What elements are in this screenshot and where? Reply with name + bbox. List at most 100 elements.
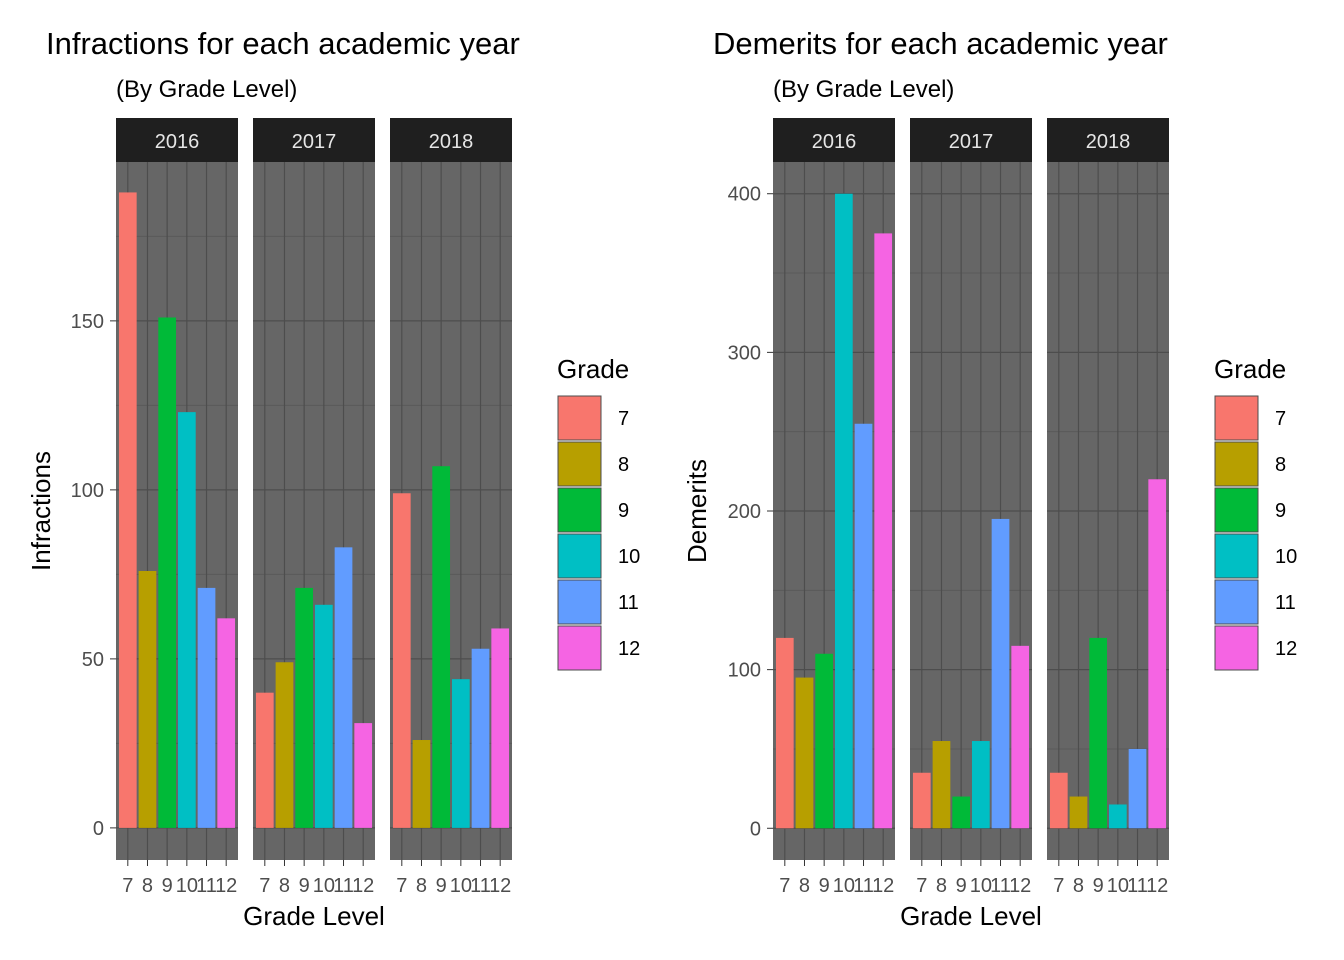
bar-2016-grade-8 (795, 677, 814, 829)
bar-2016-grade-12 (217, 618, 236, 828)
legend-label: 12 (618, 638, 640, 660)
chart-infractions: Infractions for each academic year (By Gr… (26, 26, 640, 931)
x-tick-label: 7 (122, 875, 133, 897)
legend-label: 10 (1275, 546, 1297, 568)
facet-strip-label: 2016 (155, 131, 200, 153)
legend-label: 7 (618, 408, 629, 430)
x-tick-label: 8 (799, 875, 810, 897)
x-tick-label: 9 (819, 875, 830, 897)
x-tick-label: 7 (779, 875, 790, 897)
facet-strip (253, 118, 375, 162)
bar-2017-grade-12 (1011, 645, 1030, 829)
legend-key-12 (557, 625, 602, 671)
bar-2018-grade-7 (1049, 772, 1068, 829)
x-tick-label: 11 (1127, 875, 1148, 897)
x-tick-label: 10 (833, 875, 855, 897)
x-tick-label: 9 (436, 875, 447, 897)
bar-2016-grade-10 (834, 193, 853, 829)
bar-2017-grade-8 (275, 662, 294, 828)
facet-strip-label: 2016 (812, 131, 857, 153)
facet-strip-label: 2018 (1086, 131, 1131, 153)
facet-strip-label: 2018 (429, 131, 474, 153)
x-tick-label: 12 (215, 875, 237, 897)
x-tick-label: 7 (396, 875, 407, 897)
bar-2016-grade-11 (854, 423, 873, 829)
legend-label: 8 (618, 454, 629, 476)
y-tick-label: 400 (728, 184, 761, 206)
x-tick-label: 12 (1009, 875, 1031, 897)
x-tick-label: 8 (279, 875, 290, 897)
x-tick-label: 11 (196, 875, 217, 897)
legend-key-10 (557, 533, 602, 579)
y-axis-title: Infractions (26, 451, 56, 571)
bar-2017-grade-11 (334, 547, 353, 828)
legend-key-10 (1214, 533, 1259, 579)
x-tick-label: 7 (259, 875, 270, 897)
legend-key-7 (1214, 395, 1259, 441)
bar-2017-grade-10 (314, 604, 333, 828)
legend-label: 11 (618, 592, 639, 614)
bar-2017-grade-9 (295, 587, 314, 828)
legend: Grade 7 8 9 10 11 12 (557, 354, 640, 671)
facet-strip (116, 118, 238, 162)
legend-label: 9 (1275, 500, 1286, 522)
x-tick-label: 8 (416, 875, 427, 897)
legend-key-12 (1214, 625, 1259, 671)
bar-2018-grade-9 (432, 466, 451, 828)
x-tick-label: 12 (872, 875, 894, 897)
bar-2017-grade-8 (932, 741, 951, 829)
bar-2017-grade-10 (971, 741, 990, 829)
x-tick-label: 8 (936, 875, 947, 897)
x-tick-label: 11 (853, 875, 874, 897)
x-tick-label: 12 (1146, 875, 1168, 897)
bar-2016-grade-9 (815, 653, 834, 829)
bar-2018-grade-10 (1108, 804, 1127, 829)
bar-2016-grade-12 (874, 233, 893, 829)
chart-subtitle: (By Grade Level) (116, 76, 297, 103)
bar-2018-grade-11 (1128, 748, 1147, 829)
legend-key-9 (1214, 487, 1259, 533)
y-tick-label: 0 (93, 818, 104, 840)
x-tick-label: 12 (489, 875, 511, 897)
legend-key-11 (557, 579, 602, 625)
chart-title: Infractions for each academic year (46, 26, 520, 61)
bar-2016-grade-9 (158, 317, 177, 828)
x-tick-label: 10 (450, 875, 472, 897)
legend-key-8 (1214, 441, 1259, 487)
y-tick-label: 100 (728, 660, 761, 682)
x-axis-title: Grade Level (243, 901, 385, 931)
y-axis-title: Demerits (682, 459, 712, 563)
bar-2017-grade-12 (354, 723, 373, 828)
legend-label: 11 (1275, 592, 1296, 614)
x-tick-label: 7 (916, 875, 927, 897)
bar-2016-grade-8 (138, 570, 157, 828)
legend-label: 10 (618, 546, 640, 568)
x-tick-label: 12 (352, 875, 374, 897)
x-tick-label: 10 (313, 875, 335, 897)
y-tick-label: 50 (82, 649, 104, 671)
facet-strip (773, 118, 895, 162)
x-tick-label: 10 (970, 875, 992, 897)
legend-label: 7 (1275, 408, 1286, 430)
x-tick-label: 11 (333, 875, 354, 897)
legend-key-7 (557, 395, 602, 441)
y-tick-label: 150 (71, 311, 104, 333)
bar-2016-grade-11 (197, 587, 216, 828)
bar-2018-grade-7 (392, 493, 411, 828)
bar-2018-grade-12 (491, 628, 510, 828)
bar-2017-grade-7 (255, 692, 274, 828)
legend: Grade 7 8 9 10 11 12 (1214, 354, 1297, 671)
x-tick-label: 9 (1093, 875, 1104, 897)
bar-2018-grade-9 (1089, 637, 1108, 829)
legend-key-11 (1214, 579, 1259, 625)
bar-2018-grade-12 (1148, 479, 1167, 829)
y-tick-label: 300 (728, 342, 761, 364)
chart-subtitle: (By Grade Level) (773, 76, 954, 103)
x-tick-label: 8 (142, 875, 153, 897)
bar-2017-grade-11 (991, 518, 1010, 829)
bar-2017-grade-7 (912, 772, 931, 829)
